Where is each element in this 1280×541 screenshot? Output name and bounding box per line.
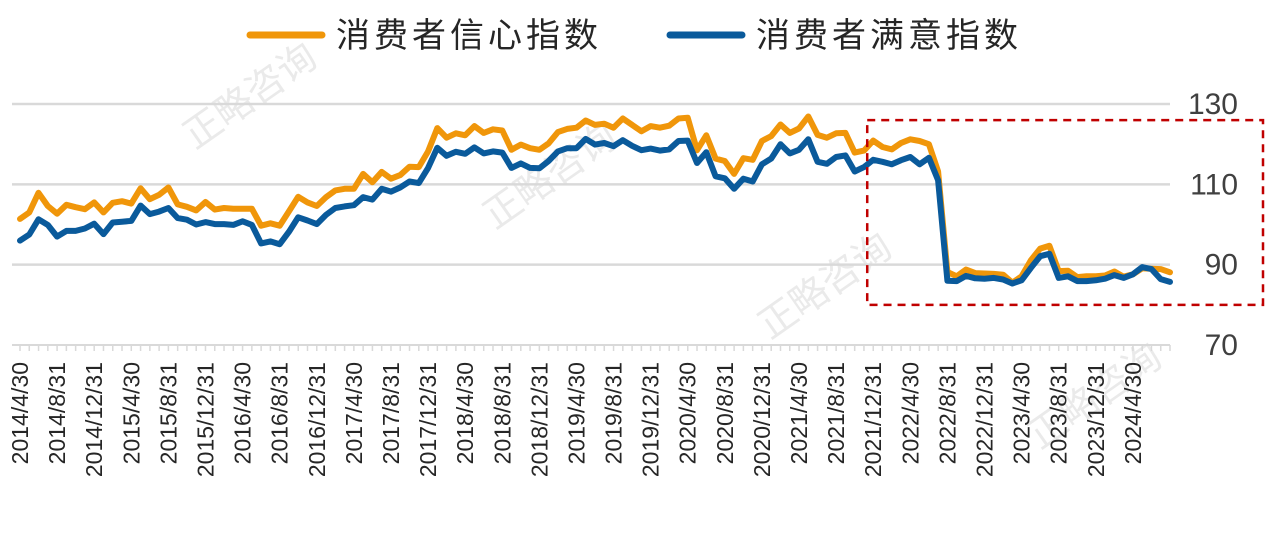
legend-label: 消费者信心指数 [336, 16, 602, 56]
x-tick-label: 2014/8/31 [44, 362, 70, 464]
x-tick-label: 2015/12/31 [192, 362, 218, 477]
consumer-confidence-line [17, 113, 1173, 286]
x-tick-label: 2016/8/31 [267, 362, 293, 464]
highlight-box-rect [865, 118, 1265, 307]
x-tick-label: 2020/4/30 [675, 362, 701, 464]
x-tick-label: 2022/12/31 [972, 362, 998, 477]
x-tick-label: 2020/12/31 [749, 362, 775, 477]
x-axis [12, 344, 1171, 351]
x-tick-label: 2015/8/31 [155, 362, 181, 464]
x-tick-label: 2018/8/31 [489, 362, 515, 464]
x-tick-label: 2017/8/31 [378, 362, 404, 464]
y-axis: 70 90 110 130 [1188, 88, 1238, 362]
watermark-text: 正略咨询 [750, 224, 900, 347]
x-tick-label: 2023/12/31 [1083, 362, 1109, 477]
x-tick-label: 2019/4/30 [563, 362, 589, 464]
x-tick-label: 2016/12/31 [304, 362, 330, 477]
y-tick-label: 130 [1188, 88, 1238, 121]
x-tick-label: 2021/12/31 [860, 362, 886, 477]
highlight-box [865, 118, 1265, 307]
x-tick-label: 2017/4/30 [341, 362, 367, 464]
x-tick-label: 2016/4/30 [230, 362, 256, 464]
x-tick-label: 2021/8/31 [823, 362, 849, 464]
x-tick-label: 2020/8/31 [712, 362, 738, 464]
x-tick-label: 2017/12/31 [415, 362, 441, 477]
x-tick-label: 2018/12/31 [526, 362, 552, 477]
x-tick-label: 2023/8/31 [1046, 362, 1072, 464]
y-tick-label: 70 [1205, 329, 1238, 362]
y-tick-label: 90 [1205, 249, 1238, 282]
x-tick-label: 2022/8/31 [934, 362, 960, 464]
legend: 消费者信心指数 消费者满意指数 [246, 16, 1022, 56]
watermark-text: 正略咨询 [175, 34, 325, 157]
x-tick-label: 2015/4/30 [118, 362, 144, 464]
x-tick-label: 2018/4/30 [452, 362, 478, 464]
x-tick-label: 2021/4/30 [786, 362, 812, 464]
consumer-satisfaction-line [17, 135, 1173, 287]
x-tick-label: 2023/4/30 [1009, 362, 1035, 464]
y-tick-label: 110 [1190, 168, 1238, 201]
x-tick-label: 2014/12/31 [81, 362, 107, 477]
x-tick-labels: 2014/4/30 2014/8/31 2014/12/31 2015/4/30 201… [7, 362, 1146, 477]
series-lines [17, 113, 1173, 287]
x-tick-label: 2019/12/31 [638, 362, 664, 477]
x-tick-label: 2022/4/30 [897, 362, 923, 464]
legend-label: 消费者满意指数 [756, 16, 1022, 56]
x-tick-label: 2014/4/30 [7, 362, 33, 464]
x-tick-label: 2024/4/30 [1120, 362, 1146, 464]
gridlines [12, 102, 1170, 266]
x-tick-label: 2019/8/31 [601, 362, 627, 464]
